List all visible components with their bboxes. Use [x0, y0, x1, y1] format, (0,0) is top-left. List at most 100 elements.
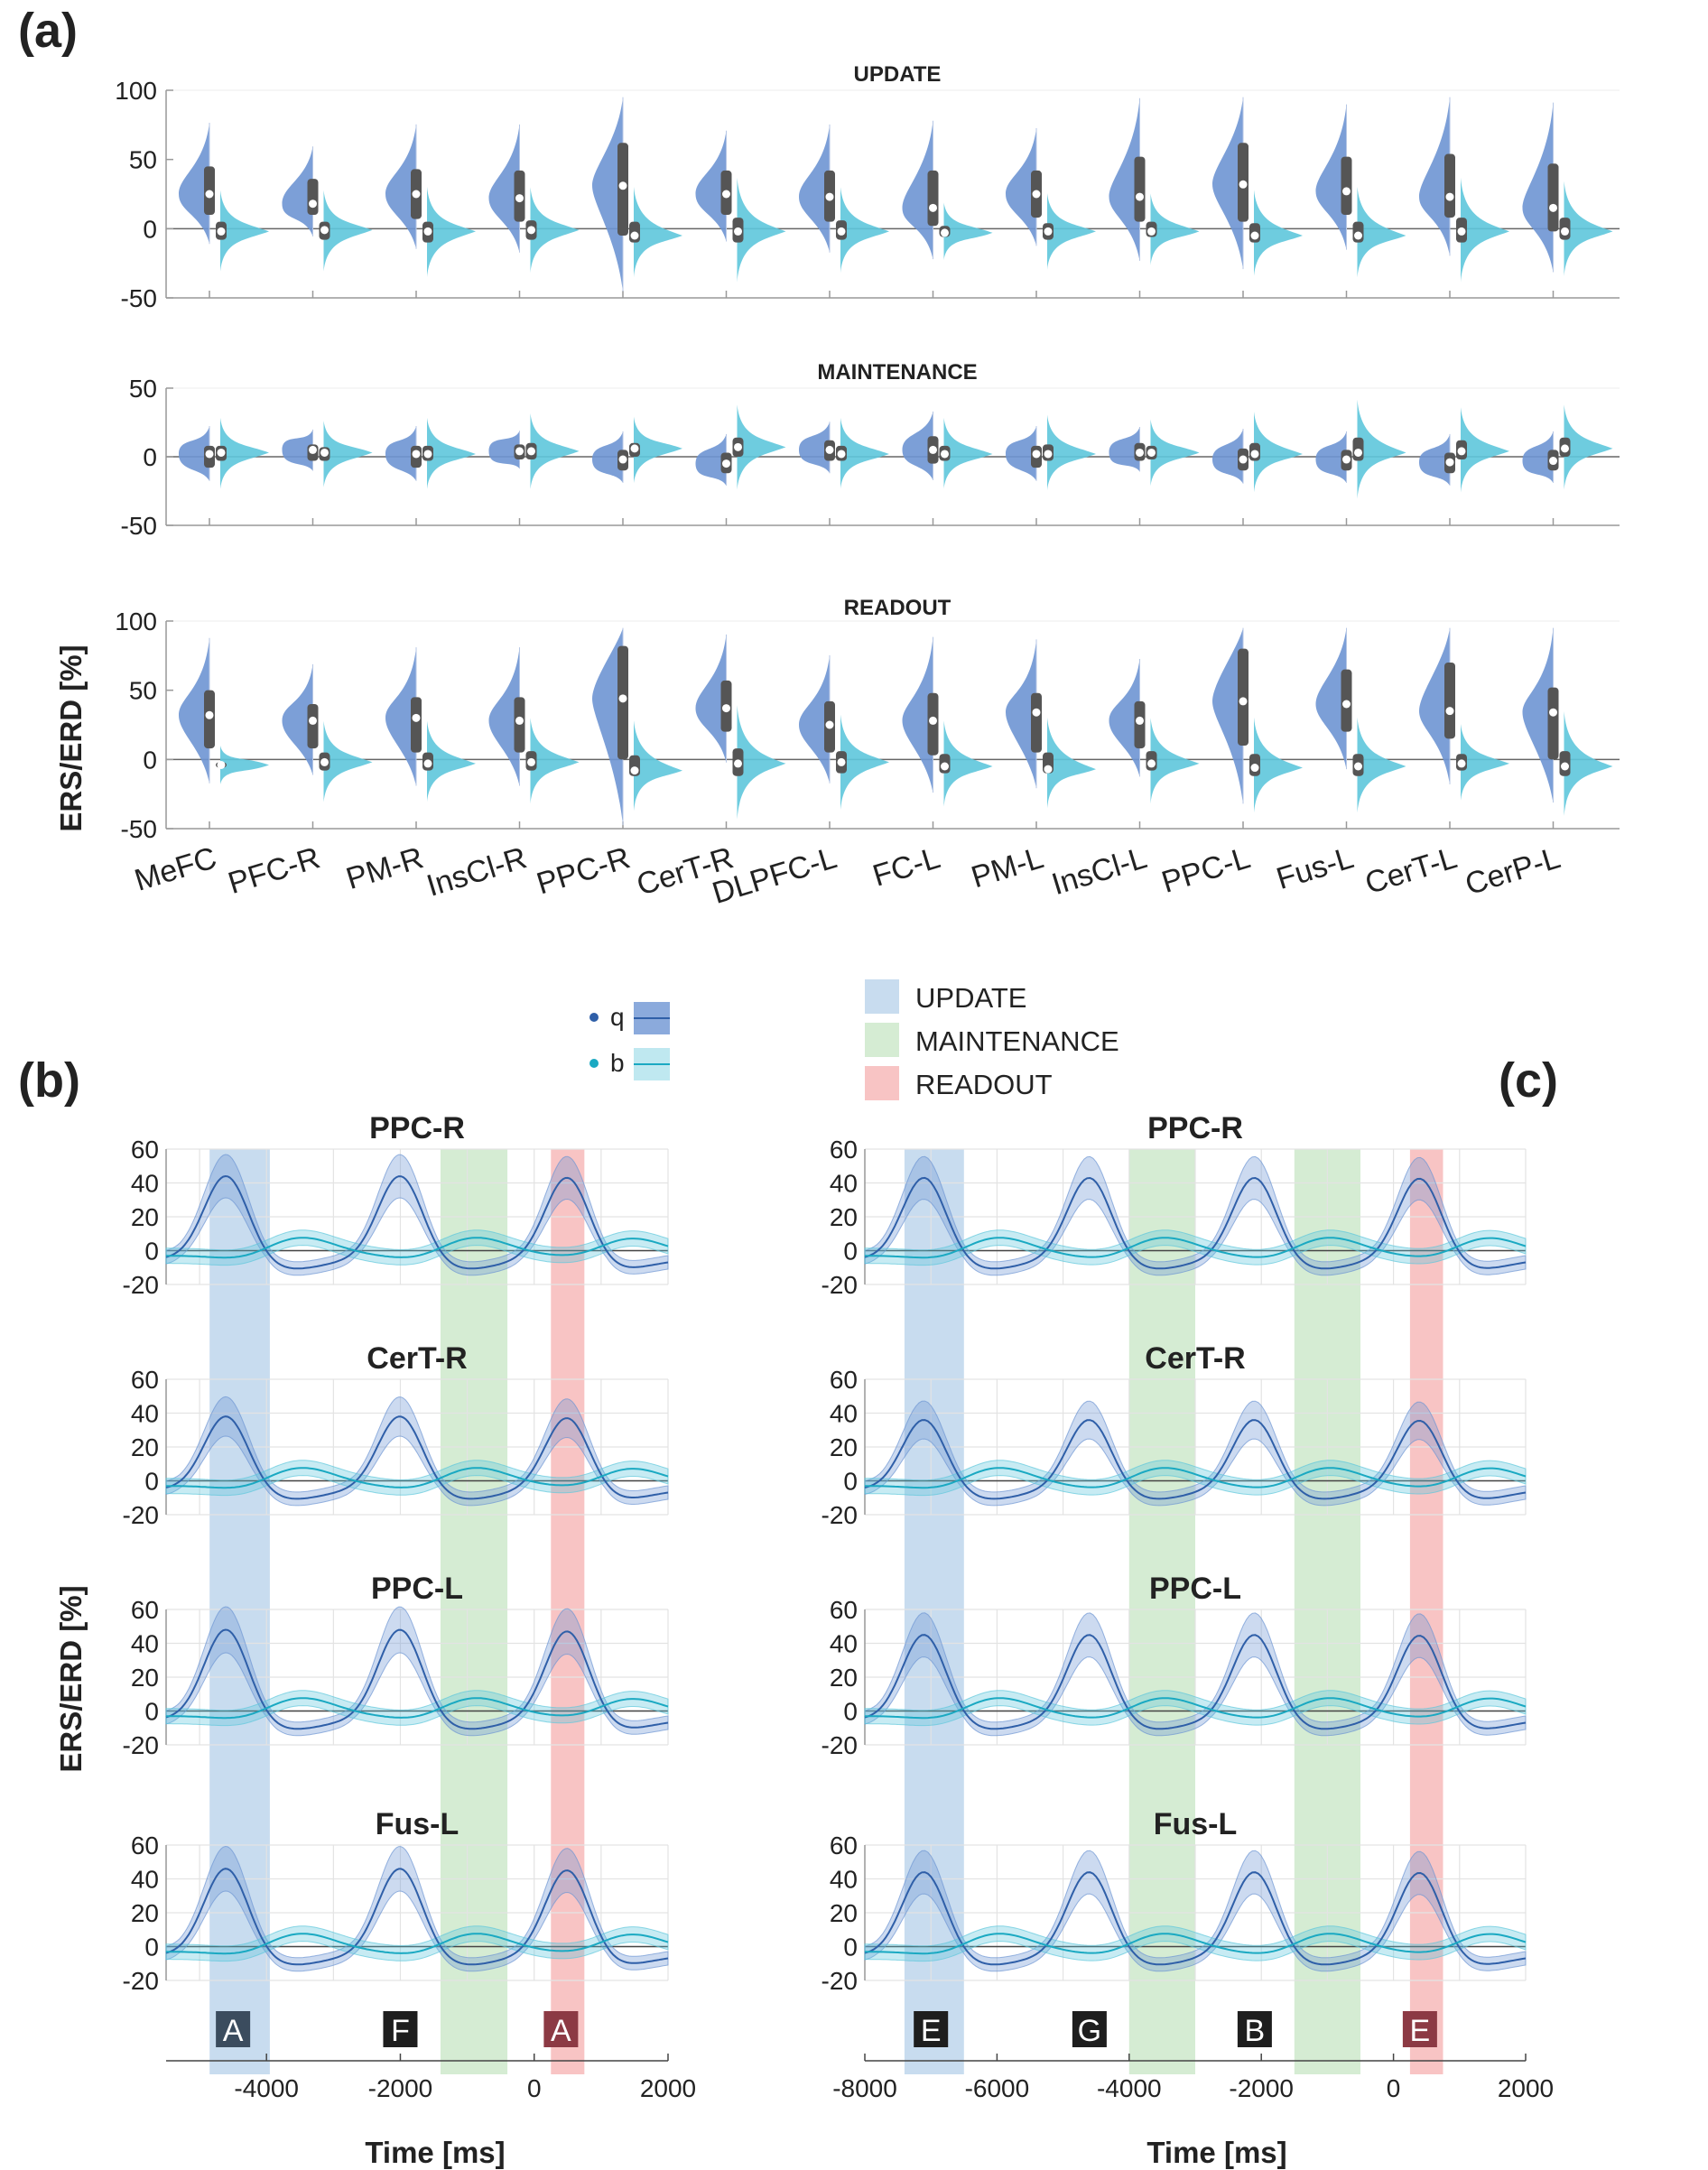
violin-q-iqr-box — [307, 704, 319, 749]
violin-q-shape — [1419, 433, 1450, 486]
violin-b-shape — [427, 417, 476, 489]
timecourse-panel-b: 60 40 20 0 -20 PPC-R 60 40 20 0 -20 CerT-R 60 40 20 0 -2… — [123, 1111, 697, 2102]
ytick-label: 40 — [131, 1170, 159, 1198]
violin-b-median — [1147, 448, 1156, 457]
violin-q-shape — [1006, 425, 1036, 481]
violin-q-shape — [1419, 627, 1450, 784]
roi-row-cert-r: 60 40 20 0 -20 CerT-R — [822, 1341, 1527, 1529]
violin-b-shape — [737, 705, 786, 820]
violin-panel-title: UPDATE — [854, 62, 942, 87]
violin-q-iqr-box — [204, 690, 215, 749]
b-mean-line — [865, 1697, 1527, 1720]
violin-b-shape — [323, 720, 373, 802]
violin-q-median — [515, 716, 524, 725]
stimulus-label: F — [391, 2014, 410, 2048]
violin-q-shape — [1419, 97, 1450, 256]
violin-ylabel: ERS/ERD [%] — [54, 645, 88, 831]
violin-q-median — [1342, 187, 1351, 196]
roi-title: PPC-R — [1147, 1111, 1243, 1145]
ytick-label: 40 — [830, 1170, 858, 1198]
violin-panel-maintenance: 50 0 -50 MAINTENANCE — [121, 360, 1620, 540]
ytick-label: 60 — [131, 1832, 159, 1859]
violin-b-shape — [634, 416, 682, 484]
violin-ytick-label: 0 — [143, 746, 157, 774]
violin-q-shape — [1212, 97, 1243, 270]
legend-maintenance-label: MAINTENANCE — [915, 1025, 1119, 1057]
roi-row-fus-l: 60 40 20 0 -20 Fus-L — [822, 1807, 1527, 1995]
violin-q-shape — [385, 124, 416, 249]
ytick-label: 40 — [830, 1630, 858, 1658]
violin-q-median — [722, 190, 730, 199]
violin-b-median — [1354, 231, 1362, 240]
legend-b-dot — [589, 1059, 599, 1068]
b-mean-line — [865, 1467, 1527, 1489]
violin-category-label: PPC-R — [533, 840, 634, 901]
b-confidence-band — [864, 1460, 1527, 1497]
stimulus-label: G — [1078, 2014, 1101, 2048]
violin-q-iqr-box — [1238, 648, 1249, 746]
violin-ytick-label: 100 — [115, 607, 157, 635]
violin-q-shape — [1109, 427, 1140, 472]
violin-q-median — [929, 716, 937, 725]
ytick-label: 20 — [131, 1899, 159, 1927]
phase-shade-readout — [1409, 1149, 1443, 2074]
violin-b-median — [527, 757, 535, 766]
violin-q-iqr-box — [1444, 663, 1455, 739]
violin-b-median — [837, 450, 846, 459]
roi-title: PPC-R — [369, 1111, 465, 1145]
violin-q-shape — [1315, 627, 1347, 770]
violin-q-shape — [282, 663, 313, 775]
ytick-label: 20 — [830, 1433, 858, 1461]
violin-b-shape — [323, 421, 373, 487]
violin-panel-title: MAINTENANCE — [817, 360, 977, 385]
violin-b-shape — [1564, 181, 1613, 277]
violin-q-shape — [385, 425, 416, 481]
violin-q-shape — [488, 431, 520, 469]
violin-q-median — [412, 713, 421, 722]
violin-q-median — [1549, 708, 1557, 717]
ytick-label: -20 — [123, 1501, 159, 1529]
violin-b-median — [1147, 759, 1156, 768]
violin-b-shape — [1254, 190, 1303, 276]
violin-b-median — [423, 759, 432, 768]
violin-q-shape — [488, 647, 520, 786]
q-mean-line — [165, 1415, 669, 1500]
violin-b-shape — [427, 187, 476, 278]
legend-update-swatch — [865, 979, 899, 1014]
ytick-label: -20 — [123, 1731, 159, 1759]
timecourse-ylabel: ERS/ERD [%] — [54, 1585, 88, 1772]
violin-q-shape — [592, 97, 623, 292]
b-mean-line — [865, 1933, 1527, 1955]
violin-q-shape — [695, 634, 727, 763]
violin-q-shape — [1522, 627, 1554, 803]
violin-q-shape — [1006, 128, 1036, 246]
xtick-label: -4000 — [1097, 2074, 1162, 2102]
violin-q-shape — [1109, 97, 1140, 261]
violin-b-median — [217, 448, 226, 457]
ytick-label: -20 — [123, 1967, 159, 1995]
violin-q-iqr-box — [1547, 163, 1559, 232]
violin-q-shape — [902, 636, 933, 793]
violin-b-median — [1250, 231, 1259, 240]
violin-b-median — [1457, 447, 1466, 456]
violin-b-shape — [840, 187, 889, 274]
violin-q-median — [1032, 190, 1041, 199]
violin-category-label: PM-R — [342, 840, 427, 896]
violin-ytick-label: -50 — [121, 512, 157, 540]
violin-b-shape — [943, 417, 993, 489]
violin-category-label: Fus-L — [1273, 840, 1358, 896]
violin-q-shape — [1212, 627, 1243, 804]
ytick-label: -20 — [123, 1271, 159, 1299]
b-mean-line — [166, 1933, 669, 1955]
b-mean-line — [166, 1467, 669, 1489]
violin-q-median — [412, 190, 421, 199]
violin-b-median — [423, 450, 432, 459]
violin-q-median — [1342, 455, 1351, 464]
violin-q-shape — [385, 647, 416, 786]
violin-category-label: PFC-R — [224, 840, 323, 901]
roi-row-cert-r: 60 40 20 0 -20 CerT-R — [123, 1341, 669, 1529]
violin-q-median — [309, 445, 317, 454]
violin-q-shape — [179, 425, 209, 481]
violin-q-shape — [1212, 428, 1243, 484]
